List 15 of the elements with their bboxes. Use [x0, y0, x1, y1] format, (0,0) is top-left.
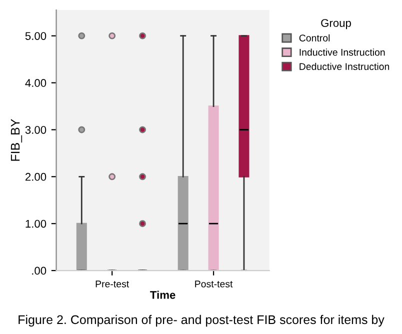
- legend-label: Inductive Instruction: [300, 48, 385, 56]
- legend-label: Deductive Instruction: [300, 62, 390, 70]
- caption: Figure 2. Comparison of pre- and post-test FIB scores for items by: [18, 314, 384, 327]
- y-axis-title: FIB_BY: [10, 119, 22, 161]
- y-tick-label: 2.00: [25, 172, 46, 181]
- y-tick-label: 4.00: [25, 79, 46, 87]
- legend-label: Control: [299, 34, 330, 42]
- y-tick-label: 3.00: [25, 126, 46, 134]
- x-axis-title: Time: [150, 290, 176, 299]
- y-tick-label: .00: [32, 266, 46, 275]
- x-tick-label: Pre-test: [96, 280, 130, 288]
- x-tick-label: Post-test: [195, 280, 233, 288]
- y-tick-label: 1.00: [26, 220, 46, 228]
- y-tick-label: 5.00: [25, 32, 46, 40]
- legend-title: Group: [321, 19, 351, 30]
